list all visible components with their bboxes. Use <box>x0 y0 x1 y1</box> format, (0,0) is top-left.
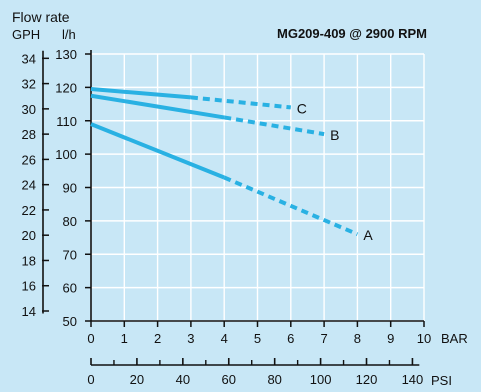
y-gph-tick-label: 16 <box>22 279 36 294</box>
y-lh-tick-label: 130 <box>55 47 77 62</box>
x-bar-tick-label: 1 <box>121 331 128 346</box>
x-bar-tick-label: 4 <box>221 331 228 346</box>
y-gph-tick-label: 24 <box>22 178 36 193</box>
y-gph-tick-label: 28 <box>22 127 36 142</box>
series-label-b: B <box>330 127 339 143</box>
x-bar-tick-label: 10 <box>417 331 431 346</box>
y-axis-header: Flow rate <box>12 9 70 25</box>
x-psi-tick-label: 60 <box>222 372 236 387</box>
x-bar-tick-label: 5 <box>254 331 261 346</box>
y-lh-tick-label: 80 <box>63 214 77 229</box>
x-secondary-unit: PSI <box>431 373 452 387</box>
x-psi-tick-label: 40 <box>176 372 190 387</box>
x-psi-tick-label: 20 <box>130 372 144 387</box>
x-bar-tick-label: 6 <box>287 331 294 346</box>
series-label-c: C <box>297 100 307 116</box>
x-bar-tick-label: 2 <box>154 331 161 346</box>
y-gph-tick-label: 32 <box>22 77 36 92</box>
x-psi-tick-label: 80 <box>267 372 281 387</box>
y-gph-tick-label: 26 <box>22 152 36 167</box>
x-bar-tick-label: 8 <box>354 331 361 346</box>
x-primary-unit: BAR <box>441 331 468 346</box>
x-psi-tick-label: 120 <box>356 372 378 387</box>
y-gph-tick-label: 22 <box>22 203 36 218</box>
y-gph-tick-label: 18 <box>22 253 36 268</box>
y-lh-tick-label: 50 <box>63 314 77 329</box>
y-lh-tick-label: 70 <box>63 247 77 262</box>
y-lh-tick-label: 90 <box>63 181 77 196</box>
y-lh-tick-label: 110 <box>56 114 77 129</box>
y-gph-tick-label: 34 <box>22 51 36 66</box>
x-psi-tick-label: 140 <box>402 372 424 387</box>
series-c-solid <box>90 87 192 100</box>
y-gph-tick-label: 14 <box>22 304 36 319</box>
y-lh-tick-label: 120 <box>55 80 77 95</box>
series-c-dashed <box>190 95 291 110</box>
x-bar-tick-label: 0 <box>87 331 94 346</box>
y-lh-tick-label: 100 <box>55 147 77 162</box>
y-gph-tick-label: 20 <box>22 228 36 243</box>
y-lh-tick-label: 60 <box>63 281 77 296</box>
y-left-unit: GPH <box>12 27 40 42</box>
x-psi-tick-label: 100 <box>310 372 332 387</box>
y-gph-tick-label: 30 <box>22 102 36 117</box>
x-bar-tick-label: 7 <box>320 331 327 346</box>
series-a-dashed <box>223 175 359 237</box>
series-b-dashed <box>223 115 325 137</box>
x-bar-tick-label: 3 <box>187 331 194 346</box>
series-a-solid <box>90 122 225 180</box>
x-bar-tick-label: 9 <box>387 331 394 346</box>
y-right-unit: l/h <box>62 27 76 42</box>
x-psi-tick-label: 0 <box>87 372 94 387</box>
chart-title: MG209-409 @ 2900 RPM <box>277 26 427 41</box>
series-label-a: A <box>363 227 373 243</box>
series-b-solid <box>90 93 225 120</box>
